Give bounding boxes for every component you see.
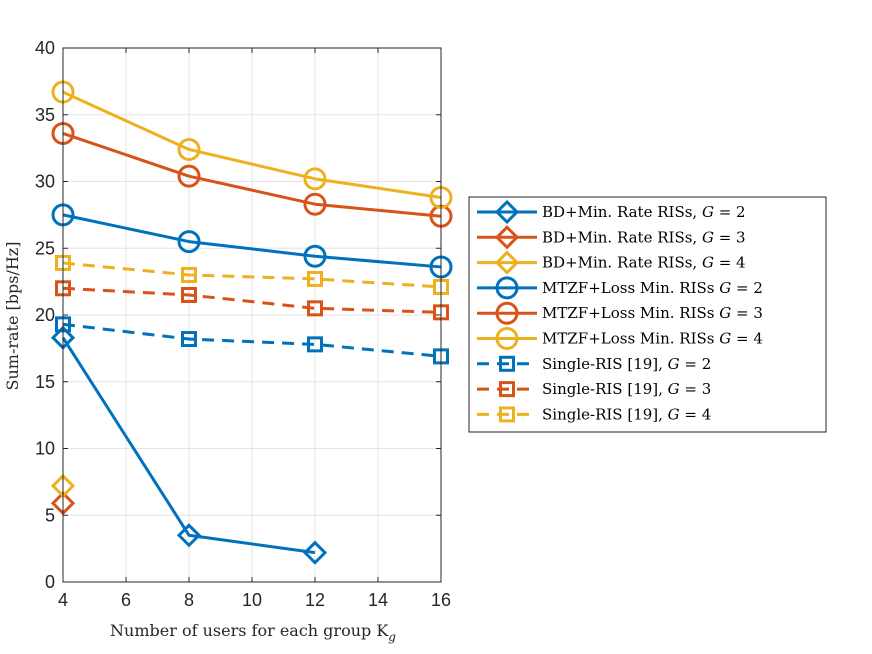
- legend-label: MTZF+Loss Min. RISs G = 4: [542, 330, 763, 348]
- y-tick-label: 35: [35, 105, 55, 125]
- y-tick-label: 5: [45, 505, 55, 525]
- data-point: [177, 230, 201, 254]
- y-tick-label: 40: [35, 38, 55, 58]
- data-point: [181, 286, 197, 303]
- data-point: [303, 244, 327, 268]
- data-point: [181, 266, 197, 283]
- data-point: [307, 270, 323, 287]
- legend-marker: [494, 225, 520, 250]
- y-tick-label: 30: [35, 172, 55, 192]
- legend-label: BD+Min. Rate RISs, G = 4: [542, 254, 746, 272]
- data-point: [302, 540, 328, 565]
- x-tick-label: 6: [121, 590, 131, 610]
- y-tick-label: 25: [35, 238, 55, 258]
- legend-entry: BD+Min. Rate RISs, G = 3: [477, 225, 746, 250]
- legend: BD+Min. Rate RISs, G = 2 BD+Min. Rate RIS…: [468, 196, 827, 433]
- series-line: [62, 213, 442, 269]
- series-line: [62, 322, 442, 358]
- axes: 4 6 8 10 12 14 16 0 5 10 15 20 25 30 35 40: [35, 38, 451, 610]
- x-tick-label: 10: [242, 590, 262, 610]
- x-tick-label: 8: [184, 590, 194, 610]
- data-point: [176, 523, 202, 548]
- y-tick-label: 0: [45, 572, 55, 592]
- data-point: [177, 164, 201, 188]
- series-line: [62, 261, 442, 289]
- series-line: [62, 90, 442, 200]
- legend-entry: MTZF+Loss Min. RISs G = 2: [477, 276, 763, 300]
- x-tick-label: 12: [305, 590, 325, 610]
- legend-entry: Single-RIS [19], G = 2: [477, 355, 711, 373]
- legend-marker: [495, 327, 519, 350]
- x-tick-label: 14: [368, 590, 388, 610]
- y-tick-label: 10: [35, 439, 55, 459]
- legend-marker: [499, 406, 515, 423]
- legend-entry: MTZF+Loss Min. RISs G = 4: [477, 327, 763, 350]
- legend-entry: BD+Min. Rate RISs, G = 4: [477, 250, 746, 275]
- legend-entry: Single-RIS [19], G = 4: [477, 405, 711, 423]
- legend-label: MTZF+Loss Min. RISs G = 3: [542, 304, 763, 322]
- y-tick-label: 20: [35, 305, 55, 325]
- series-line: [62, 132, 442, 218]
- y-tick-label: 15: [35, 372, 55, 392]
- legend-label: BD+Min. Rate RISs, G = 3: [542, 228, 746, 246]
- legend-label: Single-RIS [19], G = 3: [542, 380, 711, 398]
- legend-marker: [499, 381, 515, 398]
- data-point: [303, 192, 327, 216]
- data-point: [177, 137, 201, 161]
- data-point: [303, 167, 327, 191]
- legend-label: Single-RIS [19], G = 4: [542, 405, 711, 423]
- legend-label: Single-RIS [19], G = 2: [542, 355, 711, 373]
- data-point: [307, 336, 323, 353]
- legend-marker: [494, 250, 520, 275]
- legend-marker: [495, 301, 519, 325]
- legend-marker: [494, 199, 520, 225]
- grid: [63, 48, 441, 582]
- x-tick-label: 16: [431, 590, 451, 610]
- series-line: [62, 286, 442, 314]
- series-line: [61, 336, 316, 555]
- legend-entry: MTZF+Loss Min. RISs G = 3: [477, 301, 763, 325]
- legend-marker: [499, 355, 515, 372]
- legend-entry: Single-RIS [19], G = 3: [477, 380, 711, 398]
- legend-entry: BD+Min. Rate RISs, G = 2: [477, 199, 746, 225]
- legend-label: MTZF+Loss Min. RISs G = 2: [542, 279, 763, 297]
- x-tick-label: 4: [58, 590, 68, 610]
- x-axis-title: Number of users for each group Kg: [110, 621, 396, 644]
- data-point: [181, 331, 197, 348]
- y-axis-title: Sum-rate [bps/Hz]: [3, 242, 22, 391]
- legend-marker: [495, 276, 519, 300]
- data-point: [307, 300, 323, 317]
- legend-label: BD+Min. Rate RISs, G = 2: [542, 203, 746, 221]
